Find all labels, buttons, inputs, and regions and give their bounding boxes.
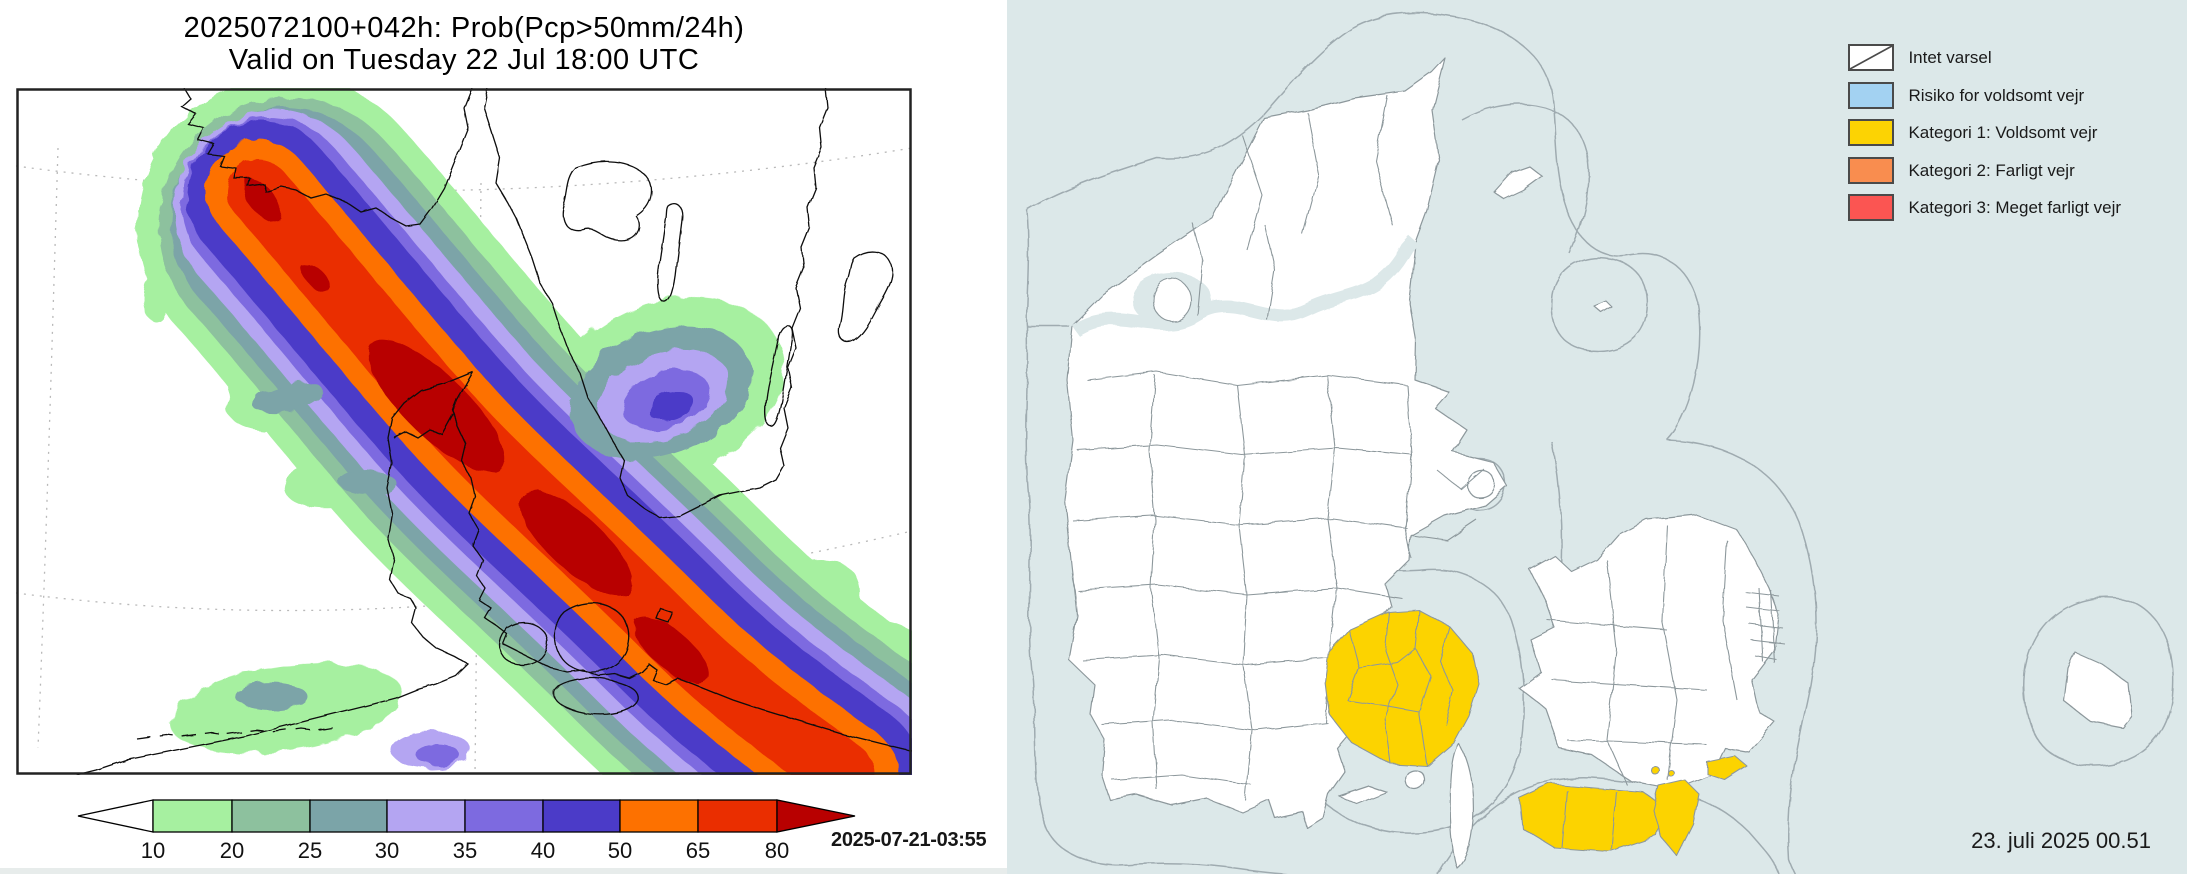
prob-patch-baltic (570, 326, 752, 460)
colorbar-seg-10-20 (152, 799, 233, 833)
warning-map (1007, 0, 2187, 874)
coast-jutland (75, 371, 474, 775)
island-bornholm-left (655, 607, 673, 623)
colorbar-seg-20-25 (231, 799, 311, 833)
prob-patch-west (235, 382, 471, 769)
island-gotland (838, 251, 893, 343)
probability-map-title: 2025072100+042h: Prob(Pcp>50mm/24h) Vali… (16, 12, 912, 77)
kategori2-swatch-icon (1848, 156, 1894, 184)
title-line-2: Valid on Tuesday 22 Jul 18:00 UTC (228, 44, 700, 77)
limfjord (393, 413, 454, 439)
legend-label: Kategori 1: Voldsomt vejr (1908, 123, 2098, 142)
legend-row-risiko: Risiko for voldsomt vejr (1848, 81, 2121, 109)
colorbar-seg-40-50 (542, 799, 621, 833)
risk-swatch-icon (1848, 81, 1894, 109)
coastlines (75, 88, 912, 775)
island-anholt[interactable] (1592, 299, 1612, 313)
legend-row-kategori-3: Kategori 3: Meget farligt vejr (1848, 194, 2121, 221)
graticule (16, 147, 912, 775)
island-aeroe[interactable] (1338, 785, 1388, 805)
colorbar-tick: 40 (531, 838, 555, 863)
kategori3-swatch-icon (1848, 194, 1894, 221)
region-falster[interactable] (1652, 779, 1700, 857)
legend-row-intet-varsel: Intet varsel (1848, 44, 2121, 71)
region-jutland[interactable] (1064, 57, 1508, 829)
legend-label: Intet varsel (1908, 48, 1992, 67)
colorbar-seg-25-30 (309, 799, 388, 833)
colorbar-tick: 35 (453, 838, 477, 863)
colorbar-tick: 80 (765, 838, 789, 863)
colorbar-seg-35-40 (464, 799, 544, 833)
map-frame (16, 88, 912, 775)
probability-field (138, 88, 912, 775)
island-laesoe[interactable] (1493, 165, 1543, 200)
probability-panel: 2025072100+042h: Prob(Pcp>50mm/24h) Vali… (0, 0, 1007, 874)
warning-legend: Intet varsel Risiko for voldsomt vejr Ka… (1848, 44, 2121, 232)
island-samsoe[interactable] (1467, 470, 1496, 498)
prob-cores-80 (241, 178, 709, 683)
colorbar-seg-30-35 (386, 799, 466, 833)
colorbar-tick: 30 (375, 838, 399, 863)
island-taasinge[interactable] (1405, 769, 1426, 791)
island-oland (764, 324, 794, 427)
probability-colorbar: 10 20 25 30 35 40 50 65 80 (77, 799, 856, 863)
title-line-1: 2025072100+042h: Prob(Pcp>50mm/24h) (183, 12, 745, 44)
legend-label: Risiko for voldsomt vejr (1908, 85, 2085, 105)
island-warned-small-1[interactable] (1650, 765, 1660, 775)
island-warned-small-2[interactable] (1667, 769, 1675, 777)
island-zealand (554, 602, 630, 673)
warning-panel: Intet varsel Risiko for voldsomt vejr Ka… (1007, 0, 2187, 874)
coast-sweden-west (483, 88, 829, 519)
model-run-timestamp: 2025-07-21-03:55 (831, 829, 987, 851)
region-fyn[interactable] (1324, 609, 1480, 767)
colorbar-tick: 25 (298, 838, 322, 863)
colorbar-underflow-arrow (77, 799, 154, 833)
colorbar-overflow-arrow (776, 799, 856, 833)
legend-row-kategori-1: Kategori 1: Voldsomt vejr (1848, 119, 2121, 146)
colorbar-tick: 10 (141, 838, 165, 863)
colorbar-tick: 50 (608, 838, 632, 863)
fyn-municipality-borders (1346, 609, 1618, 851)
issued-timestamp: 23. juli 2025 00.51 (1971, 828, 2151, 853)
island-funen (498, 622, 549, 666)
region-moen[interactable] (1706, 755, 1748, 781)
island-lolland-falster (552, 677, 639, 716)
land-no-warning (1064, 57, 2133, 869)
legend-label: Kategori 2: Farligt vejr (1908, 160, 2075, 180)
lake-vattern (657, 203, 683, 303)
municipality-borders (1071, 94, 1786, 801)
no-warning-swatch-icon (1848, 44, 1894, 71)
frisian-islands (135, 725, 342, 739)
bottom-strip (0, 868, 1007, 874)
colorbar-seg-50-65 (619, 799, 699, 833)
coast-jutland-east (452, 371, 912, 752)
legend-row-kategori-2: Kategori 2: Farligt vejr (1848, 156, 2121, 184)
kategori1-swatch-icon (1848, 119, 1894, 146)
island-langeland[interactable] (1449, 743, 1474, 869)
kategori1-regions (1324, 609, 1748, 857)
colorbar-tick: 20 (220, 838, 244, 863)
colorbar-tick: 65 (686, 838, 710, 863)
limfjord-water (1071, 235, 1419, 336)
island-bornholm[interactable] (2063, 651, 2133, 729)
region-zealand[interactable] (1518, 514, 1780, 791)
offshore-zone-lines (1025, 12, 2174, 874)
coast-norway-sweden (179, 88, 473, 227)
legend-label: Kategori 3: Meget farligt vejr (1908, 198, 2122, 217)
lake-vanern (561, 161, 653, 241)
probability-map (16, 88, 912, 775)
colorbar-ticks: 10 20 25 30 35 40 50 65 80 (141, 838, 789, 863)
colorbar-seg-65-80 (697, 799, 778, 833)
